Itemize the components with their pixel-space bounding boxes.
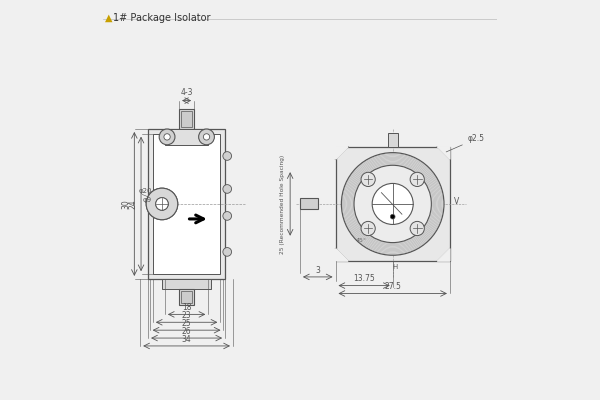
- Circle shape: [203, 134, 209, 140]
- Circle shape: [410, 221, 424, 236]
- Polygon shape: [335, 248, 348, 261]
- Bar: [153, 134, 220, 274]
- Text: 25 (Recommended Hole Spacing): 25 (Recommended Hole Spacing): [280, 154, 286, 254]
- Bar: [300, 198, 318, 210]
- Polygon shape: [437, 147, 450, 159]
- Circle shape: [199, 129, 214, 145]
- Bar: [155, 192, 168, 216]
- Bar: [335, 147, 450, 261]
- Text: 1# Package Isolator: 1# Package Isolator: [113, 13, 210, 23]
- Circle shape: [155, 198, 168, 210]
- Text: 45°: 45°: [356, 238, 367, 243]
- Text: φ20: φ20: [139, 188, 152, 194]
- Bar: [148, 129, 225, 279]
- Circle shape: [164, 134, 170, 140]
- Bar: [181, 111, 192, 127]
- Bar: [179, 289, 194, 304]
- Text: 23: 23: [182, 311, 191, 320]
- Bar: [179, 109, 194, 129]
- Circle shape: [391, 214, 395, 219]
- Text: ▲: ▲: [105, 13, 112, 23]
- Circle shape: [361, 221, 375, 236]
- Circle shape: [361, 172, 375, 186]
- Circle shape: [159, 129, 175, 145]
- Text: 4-3: 4-3: [181, 88, 193, 98]
- Bar: [181, 291, 192, 302]
- Text: V: V: [454, 198, 459, 206]
- Circle shape: [223, 185, 232, 193]
- Text: φ9: φ9: [143, 197, 152, 203]
- Text: 24: 24: [128, 199, 137, 209]
- Bar: [388, 133, 398, 147]
- Circle shape: [410, 172, 424, 186]
- Bar: [162, 279, 211, 289]
- Text: 3: 3: [316, 266, 320, 274]
- Text: H: H: [392, 264, 397, 270]
- Circle shape: [223, 152, 232, 160]
- Text: 13.75: 13.75: [353, 274, 375, 283]
- Circle shape: [146, 188, 178, 220]
- Polygon shape: [335, 147, 348, 159]
- Text: 18: 18: [182, 303, 191, 312]
- Circle shape: [372, 184, 413, 224]
- Text: 30: 30: [121, 199, 130, 209]
- Bar: [165, 129, 208, 145]
- Circle shape: [223, 212, 232, 220]
- Circle shape: [155, 198, 168, 210]
- Text: 34: 34: [182, 334, 191, 344]
- Text: 27.5: 27.5: [384, 282, 401, 291]
- Text: 26: 26: [182, 327, 191, 336]
- Text: 25: 25: [182, 319, 191, 328]
- Text: φ2.5: φ2.5: [446, 134, 485, 152]
- Polygon shape: [437, 248, 450, 261]
- Circle shape: [354, 165, 431, 242]
- Circle shape: [341, 153, 444, 255]
- Circle shape: [223, 248, 232, 256]
- Circle shape: [146, 188, 178, 220]
